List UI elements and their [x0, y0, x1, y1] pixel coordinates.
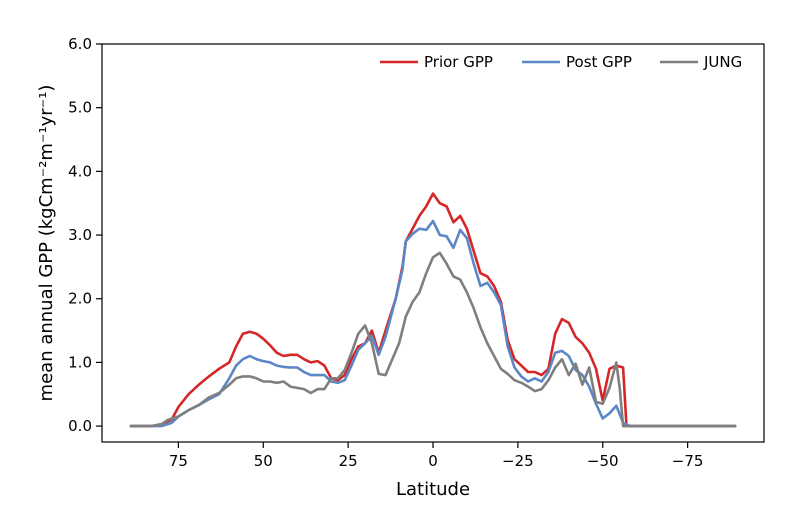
y-tick-label: 6.0	[68, 35, 92, 53]
y-tick-label: 1.0	[68, 353, 92, 371]
x-tick-label: −50	[587, 452, 619, 470]
series-line-1	[129, 219, 737, 428]
y-axis-ticks: 0.0 1.0 2.0 3.0 4.0 5.0 6.0	[68, 35, 102, 435]
x-tick-label: 25	[339, 452, 358, 470]
y-axis-label: mean annual GPP (kgCm⁻²m⁻¹yr⁻¹)	[36, 85, 57, 402]
x-axis-label: Latitude	[396, 479, 470, 500]
series-line-2	[129, 251, 737, 428]
x-tick-label: 50	[254, 452, 273, 470]
y-tick-label: 5.0	[68, 99, 92, 117]
legend-label-0: Prior GPP	[424, 53, 493, 71]
x-tick-label: 0	[428, 452, 438, 470]
y-tick-label: 2.0	[68, 290, 92, 308]
series-layer	[129, 192, 737, 428]
x-axis-ticks: 75 50 25 0 −25 −50 −75	[169, 442, 704, 470]
legend-label-1: Post GPP	[566, 53, 632, 71]
y-tick-label: 3.0	[68, 226, 92, 244]
x-tick-label: 75	[169, 452, 188, 470]
y-tick-label: 0.0	[68, 417, 92, 435]
y-tick-label: 4.0	[68, 162, 92, 180]
x-tick-label: −75	[672, 452, 704, 470]
x-tick-label: −25	[502, 452, 534, 470]
legend-label-2: JUNG	[703, 53, 742, 71]
legend: Prior GPP Post GPP JUNG	[380, 53, 742, 71]
